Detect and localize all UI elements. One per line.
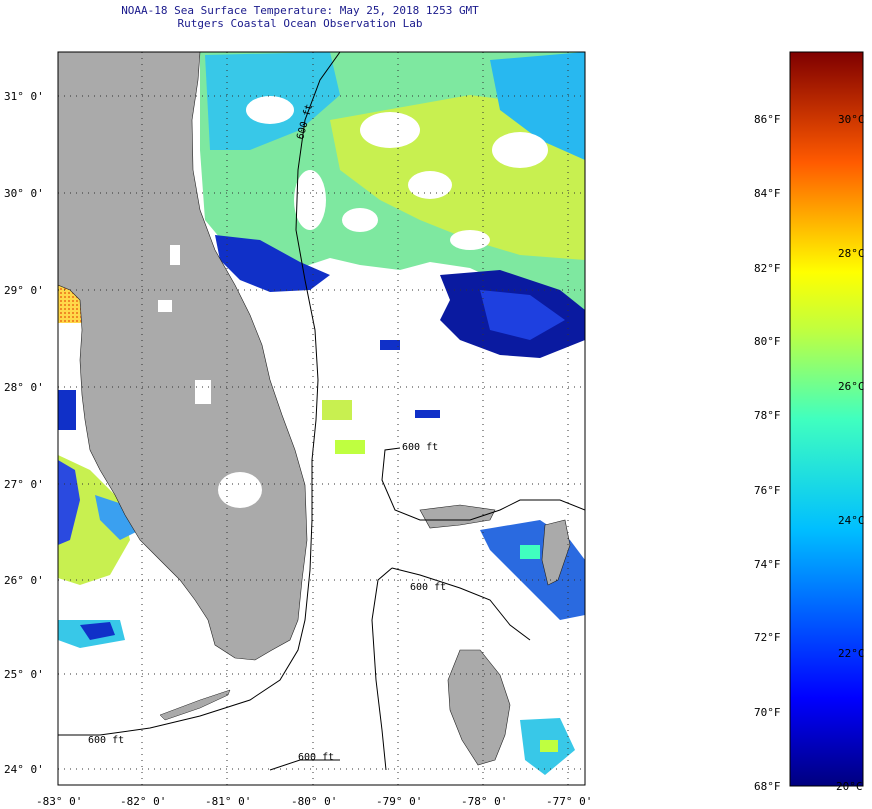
colorbar-f-label: 72°F (754, 631, 781, 644)
colorbar-f-label: 80°F (754, 335, 781, 348)
colorbar-c-label: 28°C (838, 247, 865, 260)
colorbar-f-label: 74°F (754, 558, 781, 571)
map-subtitle: Rutgers Coastal Ocean Observation Lab (177, 17, 423, 30)
map-area: 600 ft 600 ft 600 ft 600 ft 600 ft (58, 52, 585, 785)
colorbar (789, 51, 864, 787)
land-cloud-gap (170, 245, 180, 265)
colorbar-f-label: 86°F (754, 113, 781, 126)
lat-label: 26° 0' (4, 574, 44, 587)
colorbar-f-label: 76°F (754, 484, 781, 497)
colorbar-f-labels: 86°F 84°F 82°F 80°F 78°F 76°F 74°F 72°F … (754, 113, 781, 793)
colorbar-f-label: 82°F (754, 262, 781, 275)
lat-label: 25° 0' (4, 668, 44, 681)
lon-label: -83° 0' (36, 795, 82, 808)
land-cloud-gap (195, 380, 211, 404)
lon-label: -78° 0' (461, 795, 507, 808)
lon-label: -81° 0' (205, 795, 251, 808)
lat-label: 27° 0' (4, 478, 44, 491)
andros-land (447, 649, 511, 766)
lat-label: 24° 0' (4, 763, 44, 776)
contour-label: 600 ft (402, 442, 438, 453)
lat-label: 28° 0' (4, 381, 44, 394)
depth-contours (58, 52, 585, 771)
abaco-land (541, 519, 571, 586)
colorbar-c-label: 30°C (838, 113, 865, 126)
graticule (58, 52, 585, 785)
map-frame (57, 51, 586, 786)
land-cloud-gap (158, 300, 172, 312)
colorbar-f-label: 68°F (754, 780, 781, 793)
contour-label: 600 ft (410, 582, 446, 593)
latitude-labels: 31° 0' 30° 0' 29° 0' 28° 0' 27° 0' 26° 0… (4, 90, 44, 776)
colorbar-c-labels: 30°C 28°C 26°C 24°C 22°C 20°C (836, 113, 865, 793)
map-title: NOAA-18 Sea Surface Temperature: May 25,… (121, 4, 479, 17)
lat-label: 30° 0' (4, 187, 44, 200)
keys-land (159, 689, 231, 721)
grand-bahama-land (419, 504, 496, 529)
lon-label: -77° 0' (546, 795, 592, 808)
colorbar-f-label: 84°F (754, 187, 781, 200)
colorbar-f-label: 70°F (754, 706, 781, 719)
contour-label: 600 ft (88, 735, 124, 746)
lon-label: -79° 0' (376, 795, 422, 808)
lat-label: 29° 0' (4, 284, 44, 297)
colorbar-c-label: 24°C (838, 514, 865, 527)
colorbar-f-label: 78°F (754, 409, 781, 422)
lon-label: -82° 0' (120, 795, 166, 808)
colorbar-c-label: 22°C (838, 647, 865, 660)
contour-label: 600 ft (298, 752, 334, 763)
lon-label: -80° 0' (291, 795, 337, 808)
colorbar-c-label: 20°C (836, 780, 863, 793)
longitude-labels: -83° 0' -82° 0' -81° 0' -80° 0' -79° 0' … (36, 795, 592, 808)
colorbar-c-label: 26°C (838, 380, 865, 393)
lat-label: 31° 0' (4, 90, 44, 103)
lake-okeechobee (218, 472, 262, 508)
florida-land (58, 52, 308, 661)
sst-swath-north (200, 52, 585, 358)
